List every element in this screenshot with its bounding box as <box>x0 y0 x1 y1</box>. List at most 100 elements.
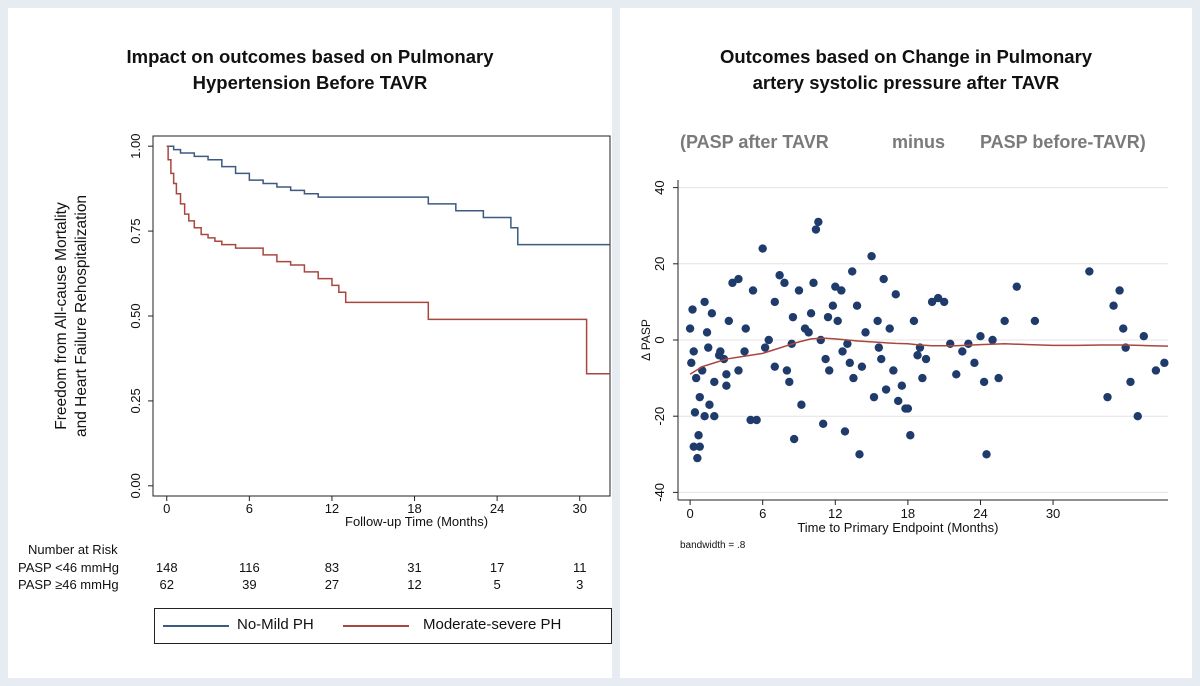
scatter-point <box>988 335 997 345</box>
risk-value: 62 <box>159 577 174 592</box>
risk-value: 3 <box>576 577 584 592</box>
scatter-point <box>700 297 709 307</box>
scatter-point <box>877 354 886 364</box>
scatter-ylabel: Δ PASP <box>639 319 653 361</box>
legend-swatch-no-mild <box>163 625 229 627</box>
risk-value: 83 <box>324 560 340 575</box>
risk-row-label: PASP <46 mmHg <box>18 560 120 575</box>
scatter-point <box>693 453 702 463</box>
scatter-point <box>1085 267 1094 276</box>
risk-value: 39 <box>242 577 257 592</box>
scatter-point <box>897 381 907 390</box>
risk-value: 116 <box>238 560 260 575</box>
scatter-point <box>848 267 857 276</box>
risk-value: 148 <box>155 560 178 575</box>
subtitle-after: (PASP after TAVR <box>680 132 829 152</box>
scatter-point <box>704 343 713 352</box>
scatter-point <box>691 373 701 383</box>
risk-value: 17 <box>489 560 505 575</box>
scatter-point <box>893 396 903 406</box>
scatter-point <box>702 328 712 337</box>
scatter-ytick-label: -40 <box>652 483 667 502</box>
scatter-point <box>964 339 973 349</box>
scatter-point <box>1115 286 1124 295</box>
scatter-point <box>843 339 852 349</box>
scatter-point <box>758 244 767 253</box>
risk-value: 27 <box>324 577 340 592</box>
scatter-point <box>958 347 967 356</box>
scatter-point <box>825 366 834 375</box>
scatter-point <box>1030 316 1040 326</box>
scatter-point <box>741 324 750 333</box>
scatter-point <box>770 362 779 371</box>
scatter-point <box>1119 324 1128 333</box>
scatter-point <box>748 286 758 295</box>
scatter-point <box>814 217 823 227</box>
scatter-point <box>1012 282 1021 291</box>
scatter-point <box>901 404 910 413</box>
scatter-point <box>804 328 813 337</box>
scatter-chart: Δ PASP Time to Primary Endpoint (Months)… <box>639 179 1169 535</box>
scatter-point <box>1139 331 1149 341</box>
km-plot-area <box>152 135 611 497</box>
scatter-point <box>946 339 955 349</box>
scatter-point <box>909 316 919 326</box>
scatter-point <box>734 274 743 284</box>
scatter-point <box>740 347 749 356</box>
scatter-point <box>690 408 700 417</box>
scatter-point <box>849 373 858 383</box>
scatter-point <box>700 411 709 421</box>
scatter-point <box>994 373 1003 383</box>
km-ytick-label: 0.25 <box>128 388 143 413</box>
scatter-point <box>688 305 697 314</box>
legend: No-Mild PH Moderate-severe PH <box>154 608 612 644</box>
km-series-line <box>166 145 610 375</box>
scatter-ytick-label: 0 <box>652 336 667 343</box>
scatter-point <box>828 301 838 310</box>
scatter-point <box>722 381 731 390</box>
km-xtick-label: 30 <box>572 501 586 516</box>
scatter-xtick-label: 24 <box>973 506 987 521</box>
left-title-line2: Hypertension Before TAVR <box>192 72 428 93</box>
scatter-point <box>821 354 830 364</box>
scatter-point <box>982 450 991 459</box>
risk-value: 5 <box>493 577 501 592</box>
km-xtick-label: 24 <box>490 501 504 516</box>
scatter-point <box>816 335 825 345</box>
scatter-point <box>840 427 850 436</box>
km-xtick-label: 18 <box>407 501 421 516</box>
right-title-line1: Outcomes based on Change in Pulmonary <box>719 46 1093 67</box>
km-chart: Freedom from All-cause Mortality and Hea… <box>53 134 611 529</box>
scatter-point <box>695 442 704 451</box>
scatter-point <box>1126 377 1135 387</box>
scatter-point <box>775 271 784 280</box>
risk-table-header: Number at Risk <box>28 542 118 557</box>
scatter-point <box>734 366 743 375</box>
scatter-point <box>788 312 798 322</box>
km-series-line <box>166 145 610 246</box>
scatter-ytick-label: 40 <box>652 180 667 194</box>
risk-value: 11 <box>572 560 587 575</box>
lowess-line <box>689 337 1169 375</box>
legend-label-moderate-severe: Moderate-severe PH <box>423 616 562 633</box>
right-panel: Outcomes based on Change in Pulmonary ar… <box>620 8 1192 678</box>
subtitle-minus: minus <box>892 132 946 152</box>
scatter-point <box>921 354 931 364</box>
km-ytick-label: 0.00 <box>128 473 143 498</box>
scatter-point <box>889 366 898 375</box>
scatter-xlabel: Time to Primary Endpoint (Months) <box>797 520 998 535</box>
scatter-point <box>746 415 755 425</box>
scatter-point <box>1000 316 1009 326</box>
scatter-point <box>1151 366 1161 375</box>
right-title-line2: artery systolic pressure after TAVR <box>752 72 1060 93</box>
km-ytick-label: 0.75 <box>128 218 143 243</box>
scatter-point <box>722 370 731 379</box>
scatter-point <box>867 251 876 261</box>
bandwidth-note: bandwidth = .8 <box>680 540 746 551</box>
scatter-point <box>780 278 789 288</box>
subtitle-before: PASP before-TAVR) <box>980 132 1146 152</box>
km-ytick-label: 0.50 <box>128 303 143 328</box>
scatter-point <box>760 343 770 352</box>
scatter-xtick-label: 12 <box>828 506 842 521</box>
